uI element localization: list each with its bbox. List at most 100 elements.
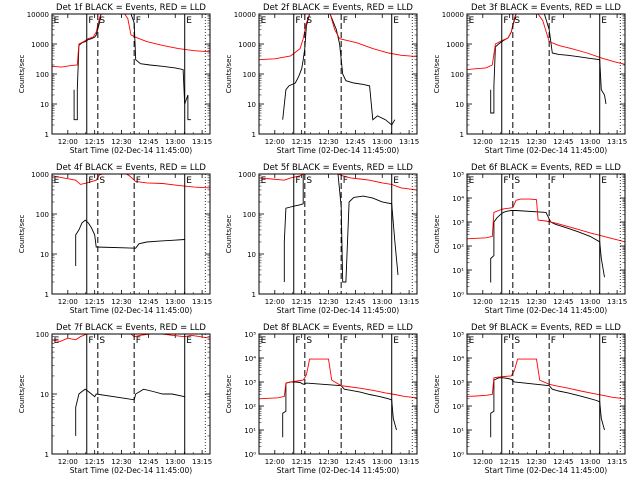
x-tick-label: 12:30	[318, 138, 338, 146]
plot-frame	[51, 333, 211, 455]
x-tick-label: 12:30	[111, 138, 131, 146]
series-line-events	[282, 14, 396, 126]
y-tick-label: 1	[460, 131, 464, 139]
y-tick-label: 1	[252, 131, 256, 139]
series-line-events	[490, 14, 607, 114]
y-tick-label: 10⁴	[244, 355, 256, 363]
y-tick-label: 10¹	[452, 427, 464, 435]
x-tick-label: 12:00	[473, 138, 493, 146]
y-tick-label: 10²	[244, 403, 256, 411]
x-tick-label: 13:00	[580, 458, 600, 466]
x-tick-label: 12:15	[85, 298, 105, 306]
chart-panel-9: Det 9f BLACK = Events, RED = LLD 10⁰ 10¹ 10…	[433, 323, 627, 475]
segment-label: F	[88, 16, 93, 26]
x-tick-label: 12:00	[265, 138, 285, 146]
segment-label: S	[306, 176, 312, 186]
x-tick-label: 12:15	[85, 138, 105, 146]
segment-label: E	[469, 336, 475, 346]
y-tick-label: 10³	[452, 219, 464, 227]
y-axis-label: Counts/sec	[433, 375, 441, 414]
x-tick-label: 12:45	[345, 298, 365, 306]
y-tick-label: 10¹	[452, 267, 464, 275]
x-tick-label: 12:45	[138, 138, 158, 146]
y-tick-label: 10⁵	[452, 171, 464, 179]
chart-title: Det 8f BLACK = Events, RED = LLD	[263, 323, 413, 333]
chart-panel-8: Det 8f BLACK = Events, RED = LLD 10⁰ 10¹ 10…	[225, 323, 419, 475]
segment-label: F	[551, 16, 556, 26]
y-tick-label: 10000	[442, 11, 464, 19]
segment-label: E	[601, 16, 607, 26]
y-tick-label: 1000	[31, 171, 49, 179]
series-line-events	[283, 174, 399, 283]
x-tick-label: 12:00	[58, 138, 78, 146]
plot-frame	[466, 173, 626, 295]
chart-panel-4: Det 4f BLACK = Events, RED = LLD 1 10 100 10…	[18, 163, 212, 315]
segment-label: E	[469, 16, 475, 26]
plot-frame	[258, 173, 418, 295]
y-tick-label: 10⁵	[452, 331, 464, 339]
series-line-events	[490, 377, 605, 438]
series-line-events	[73, 14, 191, 121]
x-tick-label: 12:30	[526, 138, 546, 146]
y-tick-label: 10⁴	[452, 195, 464, 203]
chart-title: Det 3f BLACK = Events, RED = LLD	[471, 3, 621, 13]
plot-frame	[51, 173, 211, 295]
x-tick-label: 12:15	[292, 458, 312, 466]
segment-label: F	[343, 336, 348, 346]
x-tick-label: 12:45	[138, 458, 158, 466]
chart-title: Det 1f BLACK = Events, RED = LLD	[56, 3, 206, 13]
series-line-events	[75, 219, 185, 266]
segment-label: E	[261, 176, 267, 186]
segment-label: E	[54, 176, 60, 186]
x-tick-label: 13:15	[399, 138, 419, 146]
segment-label: E	[469, 176, 475, 186]
series-line-lld	[467, 358, 625, 400]
x-tick-label: 13:00	[580, 138, 600, 146]
x-axis-label: Start Time (02-Dec-14 11:45:00)	[485, 306, 607, 315]
x-tick-label: 13:00	[372, 138, 392, 146]
y-tick-label: 1000	[446, 41, 464, 49]
x-tick-label: 12:30	[111, 458, 131, 466]
x-axis-label: Start Time (02-Dec-14 11:45:00)	[485, 146, 607, 155]
y-tick-label: 10	[40, 251, 49, 259]
chart-panel-6: Det 6f BLACK = Events, RED = LLD 10⁰ 10¹ 10…	[433, 163, 627, 315]
segment-label: E	[393, 16, 399, 26]
y-tick-label: 10	[247, 101, 256, 109]
segment-label: F	[136, 16, 141, 26]
segment-label: E	[261, 336, 267, 346]
x-tick-label: 13:15	[192, 458, 212, 466]
y-tick-label: 1000	[238, 41, 256, 49]
chart-panel-1: Det 1f BLACK = Events, RED = LLD 1 10 100 10…	[18, 3, 212, 155]
segment-label: E	[54, 16, 60, 26]
y-tick-label: 100	[36, 331, 49, 339]
y-tick-label: 1	[45, 131, 49, 139]
segment-label: F	[551, 336, 556, 346]
x-tick-label: 12:45	[345, 138, 365, 146]
segment-label: F	[503, 16, 508, 26]
x-tick-label: 12:00	[265, 298, 285, 306]
x-tick-label: 12:45	[138, 298, 158, 306]
x-axis-label: Start Time (02-Dec-14 11:45:00)	[70, 306, 192, 315]
segment-label: E	[601, 176, 607, 186]
y-tick-label: 10³	[452, 379, 464, 387]
y-tick-label: 10¹	[244, 427, 256, 435]
x-tick-label: 13:00	[372, 458, 392, 466]
y-tick-label: 100	[243, 71, 256, 79]
x-tick-label: 12:30	[318, 458, 338, 466]
series-line-lld	[259, 14, 417, 61]
x-tick-label: 12:30	[526, 458, 546, 466]
segment-label: E	[393, 336, 399, 346]
segment-label: E	[186, 176, 192, 186]
segment-label: F	[295, 16, 300, 26]
x-axis-label: Start Time (02-Dec-14 11:45:00)	[485, 466, 607, 475]
y-axis-label: Counts/sec	[433, 215, 441, 254]
segment-label: S	[514, 16, 520, 26]
y-axis-label: Counts/sec	[18, 375, 26, 414]
y-tick-label: 1	[45, 291, 49, 299]
y-tick-label: 10⁰	[452, 291, 464, 299]
segment-label: S	[99, 16, 105, 26]
x-tick-label: 12:15	[500, 138, 520, 146]
y-tick-label: 10³	[244, 379, 256, 387]
x-tick-label: 13:15	[399, 298, 419, 306]
series-line-events	[490, 210, 605, 283]
